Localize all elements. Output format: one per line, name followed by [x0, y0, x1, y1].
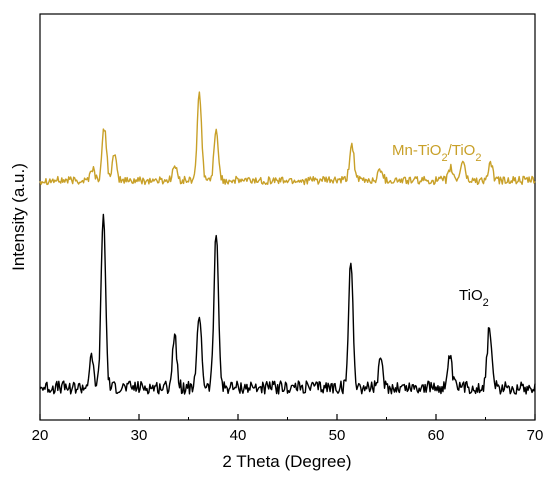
- plot-frame: [39, 13, 536, 421]
- x-axis-tick-labels: 20 30 40 50 60 70: [32, 427, 544, 444]
- x-tick-label-20: 20: [32, 427, 49, 444]
- series-label-tio2: TiO2: [459, 287, 489, 309]
- series-line-mn-tio2-tio2: [39, 91, 536, 186]
- x-axis-label: 2 Theta (Degree): [222, 452, 351, 471]
- series-label-mn-tio2: Mn-TiO2/TiO2: [392, 142, 481, 164]
- x-tick-label-30: 30: [131, 427, 148, 444]
- x-tick-label-60: 60: [428, 427, 445, 444]
- x-tick-label-40: 40: [230, 427, 247, 444]
- series-line-tio2: [39, 213, 536, 395]
- x-tick-label-70: 70: [527, 427, 544, 444]
- x-axis-ticks: [39, 414, 536, 420]
- x-tick-label-50: 50: [329, 427, 346, 444]
- series-lines: [39, 91, 536, 395]
- y-axis-label: Intensity (a.u.): [9, 163, 28, 271]
